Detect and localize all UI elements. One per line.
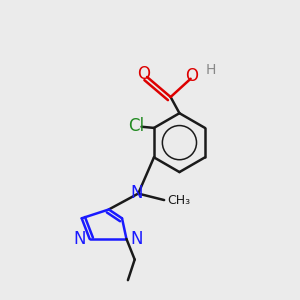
Text: Cl: Cl [128, 117, 144, 135]
Text: O: O [185, 67, 198, 85]
Text: H: H [206, 63, 216, 77]
Text: N: N [130, 230, 142, 248]
Text: CH₃: CH₃ [167, 194, 190, 207]
Text: N: N [131, 184, 143, 202]
Text: N: N [74, 230, 86, 248]
Text: O: O [138, 65, 151, 83]
